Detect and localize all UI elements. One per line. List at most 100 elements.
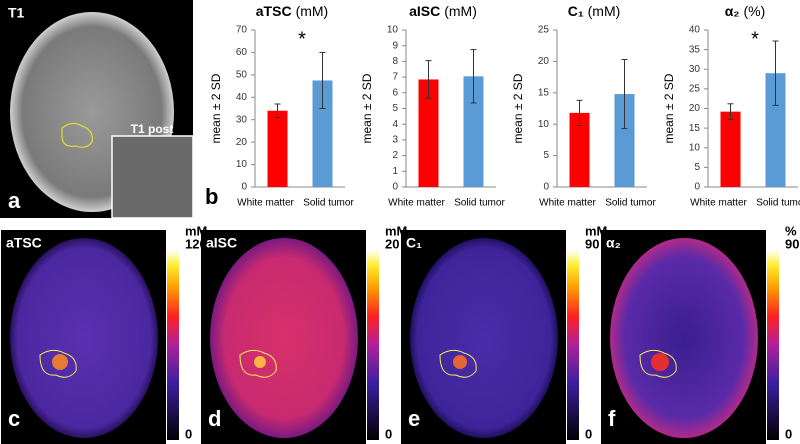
bar [765, 73, 786, 187]
title-name: aISC [409, 3, 440, 19]
y-axis-label: mean ± 2 SD [360, 73, 374, 143]
x-tick-label: Solid tumor [454, 198, 505, 209]
title-name: C₁ [568, 3, 584, 19]
chart-title: aISC (mM) [409, 3, 477, 19]
error-bar [319, 51, 326, 109]
y-tick-label: 10 [236, 159, 248, 170]
error-bar [621, 59, 628, 130]
map-label: aTSC [6, 235, 42, 251]
panel-letter: d [208, 406, 221, 431]
y-tick-label: 20 [538, 56, 550, 67]
colorbar-max: 90 [585, 236, 599, 251]
error-bar [576, 99, 583, 126]
y-tick-label: 25 [538, 25, 550, 36]
bar [569, 112, 590, 187]
title-unit: (%) [744, 3, 766, 19]
y-tick-label: 5 [392, 103, 398, 114]
x-tick-label: White matter [539, 198, 596, 209]
map-label: C₁ [406, 235, 422, 251]
map-brain [210, 238, 358, 438]
y-tick-label: 2 [392, 150, 398, 161]
y-tick-label: 0 [694, 182, 700, 193]
title-unit: (mM) [588, 3, 621, 19]
y-tick-label: 30 [689, 64, 701, 75]
title-unit: (mM) [296, 3, 329, 19]
y-tick-label: 6 [392, 87, 398, 98]
y-tick-label: 20 [689, 103, 701, 114]
y-tick-label: 50 [236, 69, 248, 80]
y-tick-label: 10 [387, 25, 399, 36]
y-axis-label: mean ± 2 SD [511, 73, 525, 143]
y-tick-label: 0 [392, 182, 398, 193]
roi-outline [239, 349, 277, 378]
error-bar [425, 60, 432, 99]
y-tick-label: 40 [689, 25, 701, 36]
panel-letter: a [8, 188, 21, 213]
y-tick-label: 15 [689, 123, 701, 134]
panel-letter: e [408, 406, 420, 431]
colorbar [167, 250, 179, 440]
inset-image [111, 135, 194, 219]
colorbar-min: 0 [785, 426, 792, 441]
error-bar [274, 103, 281, 118]
y-tick-label: 60 [236, 47, 248, 58]
y-tick-label: 1 [392, 166, 398, 177]
x-tick-label: White matter [388, 198, 445, 209]
bar [267, 110, 288, 187]
roi-outline [439, 349, 477, 378]
colorbar-min: 0 [585, 426, 592, 441]
y-tick-label: 9 [392, 40, 398, 51]
y-tick-label: 3 [392, 135, 398, 146]
chart-title: C₁ (mM) [568, 3, 621, 19]
roi-outline [61, 122, 93, 148]
map-hotspot [453, 355, 467, 369]
bar-charts: aTSC (mM)mean ± 2 SD010203040506070White … [209, 3, 800, 209]
map-hotspot [254, 356, 266, 368]
map-brain [10, 238, 158, 438]
colorbar [767, 250, 779, 440]
y-tick-label: 20 [236, 137, 248, 148]
inset-label: T1 post [131, 122, 174, 136]
panel-a: T1 T1 post a [0, 0, 194, 219]
roi-outline [39, 349, 77, 378]
bar [463, 76, 484, 187]
map-label: α₂ [606, 235, 621, 251]
colorbar-min: 0 [185, 426, 192, 441]
y-tick-label: 0 [543, 182, 549, 193]
map-brain [610, 238, 758, 438]
y-tick-label: 5 [543, 150, 549, 161]
image-label: T1 [8, 5, 25, 21]
error-bar [470, 49, 477, 104]
y-tick-label: 35 [689, 44, 701, 55]
x-tick-label: Solid tumor [303, 198, 354, 209]
title-name: aTSC [256, 3, 292, 19]
error-bar [772, 40, 779, 106]
panel-letter: b [205, 184, 218, 209]
y-axis-label: mean ± 2 SD [209, 73, 223, 143]
y-axis-label: mean ± 2 SD [662, 73, 676, 143]
bar [312, 80, 333, 187]
colorbar-max: 90 [785, 236, 799, 251]
y-tick-label: 5 [694, 162, 700, 173]
y-tick-label: 15 [538, 87, 550, 98]
colorbar [567, 250, 579, 440]
title-name: α₂ [725, 3, 740, 19]
x-tick-label: White matter [237, 198, 294, 209]
y-tick-label: 7 [392, 72, 398, 83]
panel-letter: f [608, 406, 616, 431]
significance-marker: * [751, 28, 759, 50]
x-tick-label: Solid tumor [756, 198, 800, 209]
title-unit: (mM) [444, 3, 477, 19]
bar [418, 79, 439, 187]
bar [720, 111, 741, 187]
y-tick-label: 8 [392, 56, 398, 67]
y-tick-label: 0 [241, 182, 247, 193]
chart-title: α₂ (%) [725, 3, 766, 19]
y-tick-label: 10 [689, 142, 701, 153]
significance-marker: * [298, 28, 306, 50]
x-tick-label: Solid tumor [605, 198, 656, 209]
colorbar-unit: % [785, 223, 797, 238]
